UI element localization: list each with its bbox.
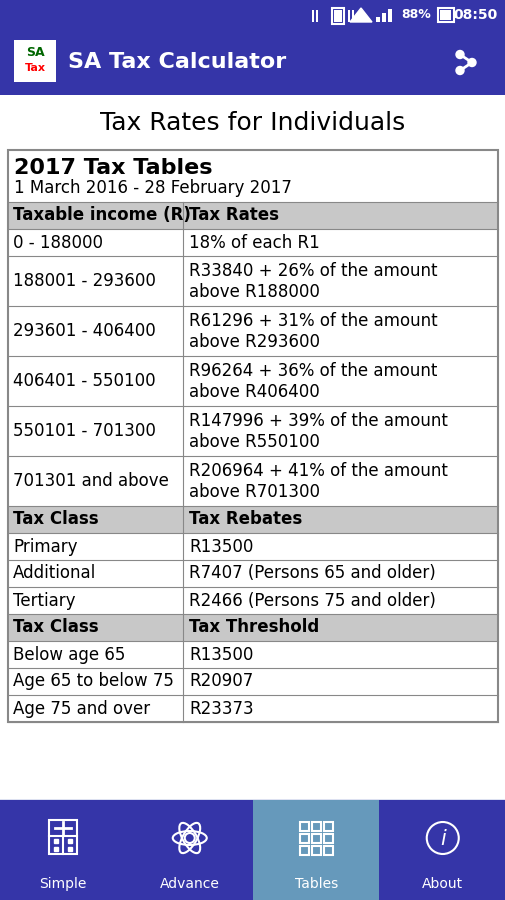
Bar (8, 202, 497, 229)
Circle shape (455, 50, 463, 58)
Bar (323, 833, 332, 842)
Text: Tertiary: Tertiary (13, 591, 75, 609)
Circle shape (455, 67, 463, 75)
Bar (8, 695, 497, 722)
Bar (323, 845, 332, 854)
Text: R61296 + 31% of the amount: R61296 + 31% of the amount (189, 312, 437, 330)
Bar (312, 10, 314, 22)
Bar (333, 10, 341, 22)
Text: above R406400: above R406400 (189, 383, 319, 401)
Bar (8, 406, 497, 456)
Text: Tax Class: Tax Class (13, 510, 98, 528)
Bar (8, 356, 497, 406)
Text: Below age 65: Below age 65 (13, 645, 125, 663)
Text: Age 65 to below 75: Age 65 to below 75 (13, 672, 174, 690)
Text: above R701300: above R701300 (189, 483, 319, 501)
Bar (311, 833, 320, 842)
Text: 88%: 88% (400, 8, 430, 22)
Text: Tax Rates: Tax Rates (189, 206, 278, 224)
Bar (8, 668, 497, 695)
Bar (299, 833, 308, 842)
Text: above R293600: above R293600 (189, 333, 319, 351)
Text: Tax Rebates: Tax Rebates (189, 510, 301, 528)
Text: R33840 + 26% of the amount: R33840 + 26% of the amount (189, 262, 437, 280)
Text: SA Tax Calculator: SA Tax Calculator (68, 52, 286, 73)
Text: 0 - 188000: 0 - 188000 (13, 233, 103, 251)
Bar (8, 533, 497, 560)
Text: R7407 (Persons 65 and older): R7407 (Persons 65 and older) (189, 564, 435, 582)
Bar (8, 306, 497, 356)
Circle shape (467, 58, 475, 67)
Text: 18% of each R1: 18% of each R1 (189, 233, 319, 251)
Text: R2466 (Persons 75 and older): R2466 (Persons 75 and older) (189, 591, 435, 609)
Bar (8, 456, 497, 506)
Bar (453, 12, 455, 18)
Text: 1 March 2016 - 28 February 2017: 1 March 2016 - 28 February 2017 (14, 179, 291, 197)
Text: Primary: Primary (13, 537, 77, 555)
Bar (8, 256, 497, 306)
Bar (379, 800, 505, 900)
Text: Tables: Tables (294, 877, 337, 891)
Bar (8, 560, 497, 587)
Text: above R550100: above R550100 (189, 433, 319, 451)
Bar (439, 10, 450, 20)
Bar (49, 820, 77, 854)
Text: 293601 - 406400: 293601 - 406400 (13, 322, 156, 340)
Bar (0, 30, 505, 95)
Text: R206964 + 41% of the amount: R206964 + 41% of the amount (189, 462, 447, 480)
Bar (8, 641, 497, 668)
Text: SA: SA (26, 47, 44, 59)
Text: i: i (439, 829, 445, 849)
Text: Tax Threshold: Tax Threshold (189, 618, 319, 636)
Bar (8, 229, 497, 256)
Text: 406401 - 550100: 406401 - 550100 (13, 372, 156, 390)
Bar (387, 9, 391, 22)
Bar (252, 800, 379, 900)
Text: Tax Rates for Individuals: Tax Rates for Individuals (100, 111, 405, 135)
Bar (351, 10, 353, 22)
Bar (0, 0, 505, 30)
Text: above R188000: above R188000 (189, 283, 319, 301)
Text: Tax: Tax (24, 63, 45, 73)
Text: Tax Class: Tax Class (13, 618, 98, 636)
Bar (14, 40, 56, 82)
Text: Age 75 and over: Age 75 and over (13, 699, 150, 717)
Text: R13500: R13500 (189, 537, 253, 555)
Text: About: About (421, 877, 463, 891)
Text: Advance: Advance (160, 877, 219, 891)
Text: R20907: R20907 (189, 672, 252, 690)
Text: R96264 + 36% of the amount: R96264 + 36% of the amount (189, 362, 436, 380)
Bar (381, 13, 385, 22)
Text: 2017 Tax Tables: 2017 Tax Tables (14, 158, 212, 178)
Bar (0, 95, 505, 800)
Bar (323, 822, 332, 831)
Bar (311, 822, 320, 831)
Polygon shape (349, 8, 371, 22)
Bar (8, 506, 497, 533)
Bar (347, 10, 349, 22)
Text: R13500: R13500 (189, 645, 253, 663)
Bar (8, 587, 497, 614)
Bar (437, 8, 453, 22)
Text: 188001 - 293600: 188001 - 293600 (13, 272, 156, 290)
Bar (311, 845, 320, 854)
Bar (126, 800, 252, 900)
Bar (0, 800, 126, 900)
Text: 701301 and above: 701301 and above (13, 472, 169, 490)
Text: R147996 + 39% of the amount: R147996 + 39% of the amount (189, 412, 447, 430)
Text: Simple: Simple (39, 877, 87, 891)
Bar (375, 17, 379, 22)
Bar (299, 822, 308, 831)
Bar (299, 845, 308, 854)
Text: R23373: R23373 (189, 699, 253, 717)
Text: Additional: Additional (13, 564, 96, 582)
Bar (8, 614, 497, 641)
Text: 550101 - 701300: 550101 - 701300 (13, 422, 156, 440)
Bar (331, 8, 343, 24)
Bar (316, 10, 317, 22)
Text: 08:50: 08:50 (453, 8, 497, 22)
Bar (8, 150, 497, 722)
Text: Taxable income (R): Taxable income (R) (13, 206, 190, 224)
